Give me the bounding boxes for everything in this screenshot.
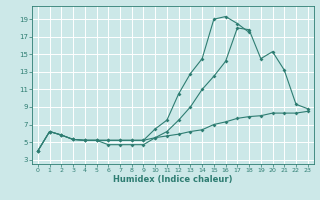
X-axis label: Humidex (Indice chaleur): Humidex (Indice chaleur) [113, 175, 233, 184]
